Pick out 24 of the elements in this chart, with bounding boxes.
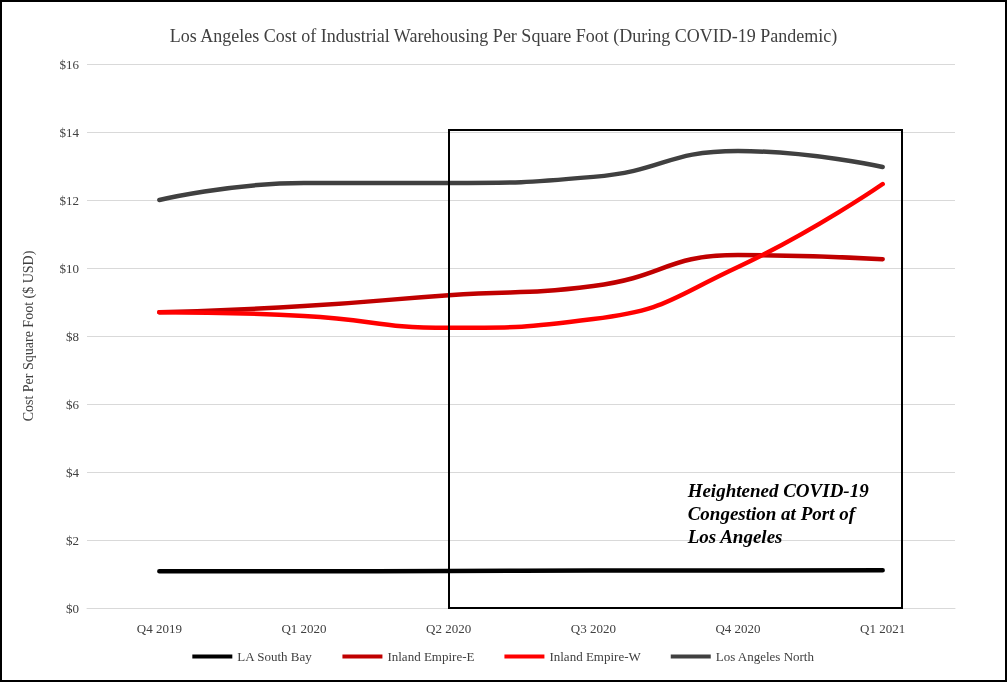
x-tick-label: Q1 2021 (860, 621, 906, 636)
y-tick-label: $14 (59, 124, 80, 140)
x-tick-label: Q3 2020 (570, 621, 616, 636)
y-tick-label: $12 (59, 192, 79, 208)
line-series (157, 181, 885, 331)
y-tick-label: $8 (66, 328, 79, 344)
legend-label: Los Angeles North (715, 649, 815, 664)
x-tick-label: Q2 2020 (426, 621, 472, 636)
y-tick-label: $4 (66, 464, 80, 480)
legend-label: Inland Empire-E (387, 649, 475, 664)
legend-label: Inland Empire-W (549, 649, 642, 664)
x-tick-label: Q4 2020 (715, 621, 761, 636)
y-tick-label: $0 (66, 600, 79, 616)
y-tick-label: $16 (59, 56, 80, 72)
y-tick-label: $10 (59, 260, 79, 276)
y-tick-label: $6 (66, 396, 80, 412)
chart-title: Los Angeles Cost of Industrial Warehousing Per Square Foot (During COVID-19 Pandemic) (169, 26, 838, 47)
legend-label: LA South Bay (237, 649, 313, 664)
line-series (157, 148, 885, 203)
y-axis-title: Cost Per Square Foot ($ USD) (20, 250, 37, 422)
x-tick-label: Q1 2020 (281, 621, 327, 636)
y-tick-label: $2 (66, 532, 79, 548)
x-tick-label: Q4 2019 (136, 621, 182, 636)
annotation: Heightened COVID-19 Congestion at Port of Los Angeles (687, 479, 870, 548)
